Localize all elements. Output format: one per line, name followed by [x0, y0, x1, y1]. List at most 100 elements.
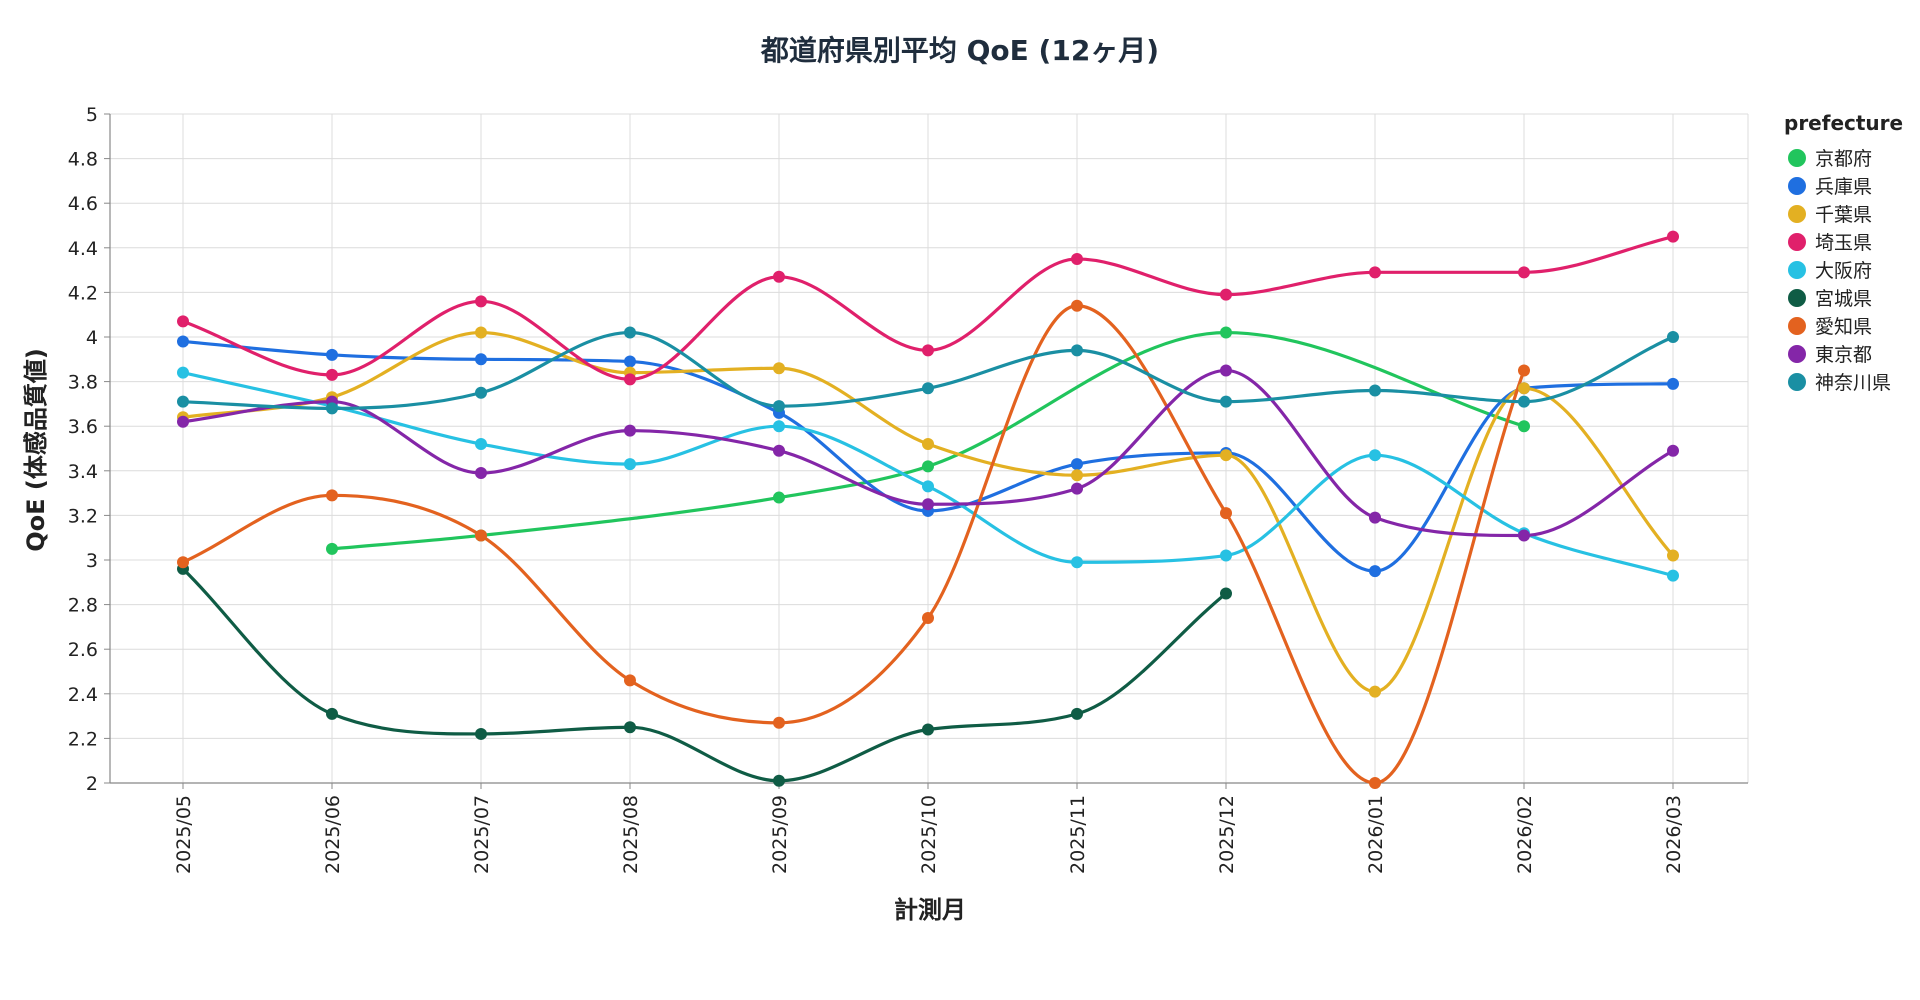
data-point	[1369, 565, 1381, 578]
data-point	[1220, 449, 1232, 462]
data-point	[1518, 382, 1530, 395]
legend-label: 東京都	[1815, 344, 1872, 366]
data-point	[624, 458, 636, 471]
y-tick-label: 2.6	[68, 639, 98, 661]
data-point	[1071, 299, 1083, 312]
data-point	[1071, 344, 1083, 357]
y-tick-label: 2	[86, 773, 98, 795]
data-point	[1667, 569, 1679, 582]
legend-swatch	[1788, 345, 1806, 363]
data-point	[326, 542, 338, 555]
data-point	[177, 366, 189, 379]
legend-label: 埼玉県	[1815, 232, 1872, 254]
data-point	[475, 295, 487, 308]
x-tick-label: 2025/06	[322, 795, 344, 874]
data-point	[475, 386, 487, 399]
chart-title: 都道府県別平均 QoE (12ヶ月)	[760, 34, 1159, 67]
data-point	[624, 721, 636, 734]
data-point	[922, 460, 934, 473]
data-point	[922, 382, 934, 395]
legend-swatch	[1788, 289, 1806, 307]
data-point	[177, 335, 189, 348]
data-point	[624, 326, 636, 339]
data-point	[475, 353, 487, 366]
data-point	[922, 611, 934, 624]
data-point	[1369, 449, 1381, 462]
data-point	[1518, 529, 1530, 542]
data-point	[1220, 587, 1232, 600]
x-tick-label: 2026/01	[1365, 795, 1387, 874]
series-line-7	[181, 368, 1675, 538]
x-tick-label: 2026/03	[1663, 795, 1685, 874]
x-axis-title: 計測月	[894, 896, 966, 924]
data-point	[773, 400, 785, 413]
data-point	[624, 355, 636, 368]
data-point	[773, 444, 785, 457]
data-point	[773, 362, 785, 375]
data-point	[773, 716, 785, 729]
legend-label: 千葉県	[1815, 204, 1872, 226]
legend-swatch	[1788, 233, 1806, 251]
data-point	[922, 723, 934, 736]
x-tick-label: 2025/09	[769, 795, 791, 874]
y-tick-label: 4	[86, 327, 98, 349]
data-point	[1667, 331, 1679, 343]
data-point	[773, 270, 785, 283]
legend-swatch	[1788, 177, 1806, 195]
data-point	[1667, 549, 1679, 562]
y-tick-label: 3.6	[68, 416, 98, 438]
data-point	[1667, 377, 1679, 390]
x-tick-label: 2025/12	[1216, 795, 1238, 874]
x-tick-label: 2025/11	[1067, 795, 1089, 874]
data-point	[1369, 266, 1381, 279]
data-point	[475, 467, 487, 480]
data-point	[326, 402, 338, 415]
x-tick-label: 2026/02	[1514, 795, 1536, 874]
data-point	[922, 438, 934, 451]
data-point	[475, 438, 487, 451]
data-point	[1220, 364, 1232, 377]
legend-label: 愛知県	[1815, 316, 1872, 338]
y-axis-title: QoE (体感品質値)	[22, 348, 50, 552]
y-tick-label: 5	[86, 104, 98, 126]
data-point	[1518, 420, 1530, 433]
data-point	[1369, 511, 1381, 524]
data-point	[326, 348, 338, 361]
x-tick-label: 2025/07	[471, 795, 493, 874]
data-point	[922, 480, 934, 493]
data-point	[1071, 707, 1083, 720]
data-point	[1220, 395, 1232, 408]
data-point	[1071, 556, 1083, 569]
legend-label: 京都府	[1815, 148, 1872, 170]
y-tick-label: 4.2	[68, 282, 98, 304]
data-point	[624, 424, 636, 437]
y-tick-label: 4.4	[68, 238, 98, 260]
data-point	[177, 395, 189, 408]
data-point	[326, 489, 338, 502]
x-tick-label: 2025/10	[918, 795, 940, 874]
data-point	[177, 556, 189, 569]
series-line-5	[181, 567, 1228, 783]
data-point	[773, 420, 785, 433]
y-tick-label: 3.2	[68, 505, 98, 527]
legend-label: 宮城県	[1815, 288, 1872, 310]
data-point	[773, 491, 785, 504]
legend-swatch	[1788, 149, 1806, 167]
data-point	[326, 707, 338, 720]
data-point	[1220, 326, 1232, 339]
y-tick-label: 2.8	[68, 595, 98, 617]
y-tick-label: 3	[86, 550, 98, 572]
data-point	[1220, 507, 1232, 520]
data-point	[1667, 230, 1679, 243]
x-tick-label: 2025/08	[620, 795, 642, 874]
series-line-4	[181, 371, 1675, 578]
data-point	[1369, 777, 1381, 789]
data-point	[1071, 482, 1083, 495]
axes-layer: 2 2.2 2.4 2.6 2.8 3 3.2 3.4 3.6 3.8 4 4.2 4.4 4.6 4.8 5…	[68, 104, 1748, 874]
y-tick-label: 4.6	[68, 193, 98, 215]
legend-label: 兵庫県	[1815, 176, 1872, 198]
data-point	[475, 727, 487, 740]
legend-swatch	[1788, 205, 1806, 223]
